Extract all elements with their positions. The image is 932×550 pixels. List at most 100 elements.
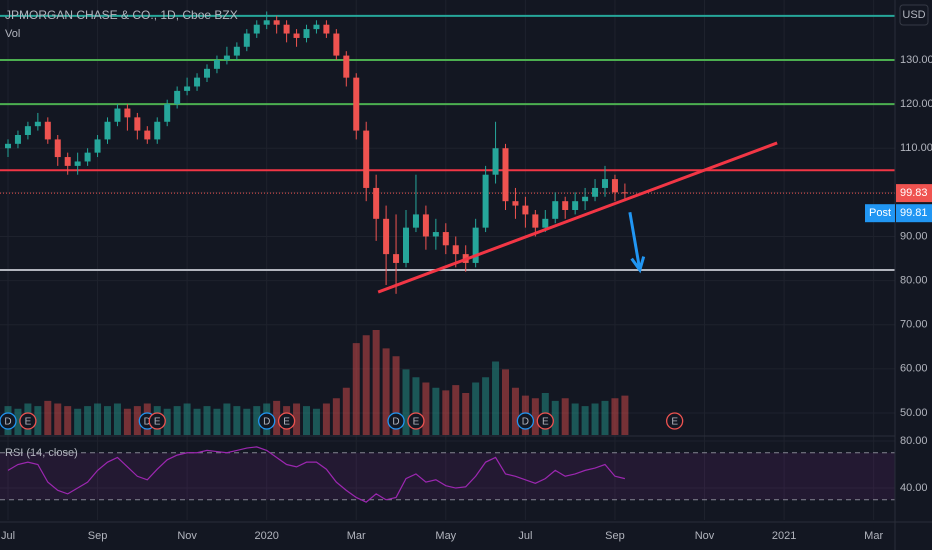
last-price-label: 99.83 bbox=[900, 187, 928, 199]
volume-bar bbox=[362, 335, 370, 435]
candle-body bbox=[14, 135, 21, 144]
candle-body bbox=[213, 60, 220, 69]
labels: JPMORGAN CHASE & CO., 1D, Cboe BZX Vol U… bbox=[1, 4, 932, 542]
volume-bar bbox=[332, 398, 340, 435]
post-price-label: 99.81 bbox=[900, 207, 928, 219]
volume-bar bbox=[133, 406, 141, 435]
candle-body bbox=[223, 55, 230, 60]
candle-body bbox=[363, 130, 370, 188]
trendline bbox=[377, 141, 778, 294]
x-tick-label: Mar bbox=[864, 530, 883, 542]
event-marker bbox=[148, 412, 166, 430]
volume-bar bbox=[223, 403, 231, 435]
event-label: E bbox=[25, 417, 32, 428]
chart-title: JPMORGAN CHASE & CO., 1D, Cboe BZX bbox=[5, 8, 238, 22]
volume-bar bbox=[34, 406, 42, 435]
volume-bar bbox=[531, 398, 539, 435]
event-label: E bbox=[542, 417, 549, 428]
candle-body bbox=[144, 130, 151, 140]
volume-bar bbox=[402, 369, 410, 435]
event-marker bbox=[19, 412, 37, 430]
volume-bar bbox=[113, 403, 121, 435]
volume-bar bbox=[183, 403, 191, 435]
post-label: Post bbox=[869, 207, 891, 219]
candle-body bbox=[512, 201, 519, 206]
currency[interactable]: USD bbox=[902, 9, 925, 21]
volume-bar bbox=[253, 406, 261, 435]
candle-body bbox=[522, 205, 529, 215]
candle-body bbox=[472, 227, 479, 263]
volume-bar bbox=[452, 385, 460, 435]
candle-body bbox=[174, 90, 181, 105]
post-price-tag bbox=[896, 204, 932, 223]
candle-body bbox=[64, 157, 71, 166]
volume-bar bbox=[482, 377, 490, 435]
volume-bar bbox=[213, 408, 221, 435]
volume-bar bbox=[561, 398, 569, 435]
y-tick-label: 50.00 bbox=[900, 407, 928, 419]
volume-bar bbox=[412, 377, 420, 435]
volume-bar bbox=[372, 330, 380, 435]
candle-body bbox=[204, 68, 210, 78]
candle-body bbox=[482, 174, 489, 228]
volume-bar bbox=[382, 348, 390, 435]
volume-bar bbox=[163, 408, 171, 435]
event-label: E bbox=[413, 417, 420, 428]
candle-body bbox=[412, 214, 419, 228]
x-tick-label: Nov bbox=[177, 530, 197, 542]
event-label: E bbox=[671, 417, 678, 428]
y-tick-label: 130.00 bbox=[900, 54, 932, 66]
post-tag bbox=[865, 204, 895, 223]
candle-body bbox=[134, 117, 141, 131]
volume-bar bbox=[442, 390, 450, 435]
event-label: E bbox=[283, 417, 290, 428]
volume-bar bbox=[611, 398, 619, 435]
candle-body bbox=[343, 55, 350, 78]
x-tick-label: May bbox=[435, 530, 456, 542]
candle-body bbox=[54, 139, 61, 158]
candle-body bbox=[582, 196, 589, 202]
volume-bar bbox=[44, 400, 52, 435]
volume-bar bbox=[342, 387, 350, 435]
volume-bar bbox=[303, 406, 310, 435]
candle-body bbox=[194, 77, 201, 87]
volume-bar bbox=[352, 343, 360, 435]
event-label: D bbox=[522, 417, 529, 428]
candle-body bbox=[383, 218, 390, 255]
candle-body bbox=[432, 232, 439, 237]
candle-body bbox=[333, 33, 340, 56]
last-price-tag bbox=[896, 184, 932, 203]
volume-bar bbox=[492, 361, 500, 435]
candle-body bbox=[263, 20, 270, 25]
x-tick-label: Sep bbox=[605, 530, 625, 542]
currency-button[interactable] bbox=[899, 4, 929, 26]
arrow bbox=[628, 211, 646, 274]
y-tick-label: 70.00 bbox=[900, 319, 928, 331]
candle-body bbox=[124, 108, 131, 118]
y-tick-label: 80.00 bbox=[900, 274, 928, 286]
candle-body bbox=[233, 46, 240, 56]
volume-bar bbox=[94, 403, 102, 435]
candle-body bbox=[393, 254, 400, 263]
volume-bar bbox=[64, 406, 72, 435]
volume-bar bbox=[551, 400, 559, 435]
candle-body bbox=[114, 108, 121, 122]
candle-body bbox=[164, 104, 171, 122]
volume-bar bbox=[601, 400, 609, 435]
volume-bar bbox=[591, 403, 599, 435]
event-marker bbox=[0, 412, 17, 430]
volume-bar bbox=[14, 408, 22, 435]
candle-body bbox=[602, 179, 608, 188]
volume-bar bbox=[193, 408, 201, 435]
candle-body bbox=[293, 33, 300, 38]
candle-body bbox=[592, 187, 599, 197]
volume-bar bbox=[104, 406, 111, 435]
candle-body bbox=[303, 29, 310, 38]
candle-body bbox=[562, 201, 569, 210]
candle-body bbox=[323, 24, 330, 34]
volume-bar bbox=[293, 403, 301, 435]
candle-body bbox=[452, 245, 459, 255]
